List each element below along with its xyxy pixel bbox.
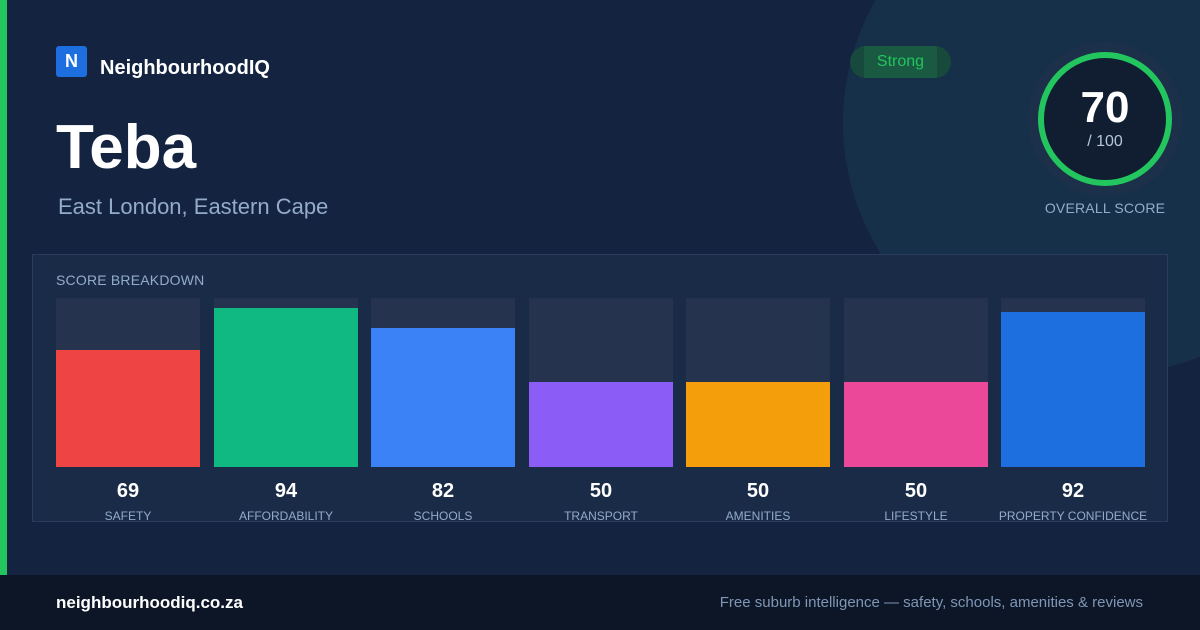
- bar-track-affordability: [214, 298, 358, 467]
- bar-column-lifestyle: 50 LIFESTYLE: [844, 298, 988, 523]
- score-ring-arc: [1038, 52, 1172, 186]
- hero-card: N NeighbourhoodIQ Teba East London, East…: [0, 0, 1200, 575]
- bar-column-affordability: 94 AFFORDABILITY: [214, 298, 358, 523]
- rating-badge-label: Strong: [876, 53, 925, 70]
- bar-label-transport: TRANSPORT: [564, 509, 638, 523]
- bar-label-affordability: AFFORDABILITY: [238, 509, 333, 523]
- bar-value-amenities: 50: [746, 480, 770, 502]
- bar-label-property-confidence: PROPERTY CONFIDENCE: [998, 509, 1148, 523]
- score-ring-face: [1041, 55, 1169, 183]
- bar-track-lifestyle: [844, 298, 988, 467]
- bar-column-safety: 69 SAFETY: [56, 298, 200, 523]
- bar-column-schools: 82 SCHOOLS: [371, 298, 515, 523]
- bar-track-amenities: [686, 298, 830, 467]
- suburb-location: East London, Eastern Cape: [58, 194, 329, 219]
- rating-badge-highlight: [864, 46, 937, 78]
- bar-track-schools: [371, 298, 515, 467]
- accent-strip: [0, 0, 7, 575]
- brand-logo-icon: N: [56, 46, 87, 77]
- bar-transport: [529, 382, 673, 467]
- score-bar-chart: 69 SAFETY 94 AFFORDABILITY 82 SCHOOLS 50 TRANSP…: [56, 298, 1147, 523]
- bar-track-transport: [529, 298, 673, 467]
- bar-value-safety: 69: [116, 480, 140, 502]
- bar-label-lifestyle: LIFESTYLE: [884, 509, 948, 523]
- bar-schools: [371, 328, 515, 467]
- rating-badge: Strong: [850, 46, 951, 78]
- bar-label-safety: SAFETY: [104, 509, 152, 523]
- score-breakdown-title: SCORE BREAKDOWN: [56, 272, 205, 288]
- bar-value-lifestyle: 50: [904, 480, 928, 502]
- bar-value-transport: 50: [589, 480, 613, 502]
- bar-safety: [56, 350, 200, 467]
- overall-score-label: OVERALL SCORE: [1044, 200, 1166, 216]
- bar-value-affordability: 94: [274, 480, 298, 502]
- bar-affordability: [214, 308, 358, 467]
- bar-track-property-confidence: [1001, 298, 1145, 467]
- bar-value-property-confidence: 92: [1061, 480, 1085, 502]
- suburb-title: Teba: [56, 113, 197, 182]
- bar-lifestyle: [844, 382, 988, 467]
- footer-tagline: Free suburb intelligence — safety, schoo…: [719, 594, 1143, 611]
- bar-column-amenities: 50 AMENITIES: [686, 298, 830, 523]
- footer-domain: neighbourhoodiq.co.za: [56, 593, 243, 612]
- footer: neighbourhoodiq.co.za Free suburb intell…: [0, 575, 1200, 630]
- brand-name: NeighbourhoodIQ: [100, 57, 270, 79]
- bar-label-amenities: AMENITIES: [725, 509, 791, 523]
- bar-column-transport: 50 TRANSPORT: [529, 298, 673, 523]
- overall-score-gauge: 70 / 100: [1028, 42, 1182, 196]
- bar-track-safety: [56, 298, 200, 467]
- overall-score-max: / 100: [1087, 133, 1123, 150]
- score-breakdown-panel: SCORE BREAKDOWN 69 SAFETY 94 AFFORDABILITY 8…: [32, 254, 1168, 523]
- bar-label-schools: SCHOOLS: [413, 509, 473, 523]
- score-ring: [1028, 42, 1182, 196]
- bar-amenities: [686, 382, 830, 467]
- bar-value-schools: 82: [431, 480, 455, 502]
- overall-score-value: 70: [1080, 83, 1130, 132]
- bar-property-confidence: [1001, 312, 1145, 467]
- bar-column-property-confidence: 92 PROPERTY CONFIDENCE: [999, 298, 1147, 523]
